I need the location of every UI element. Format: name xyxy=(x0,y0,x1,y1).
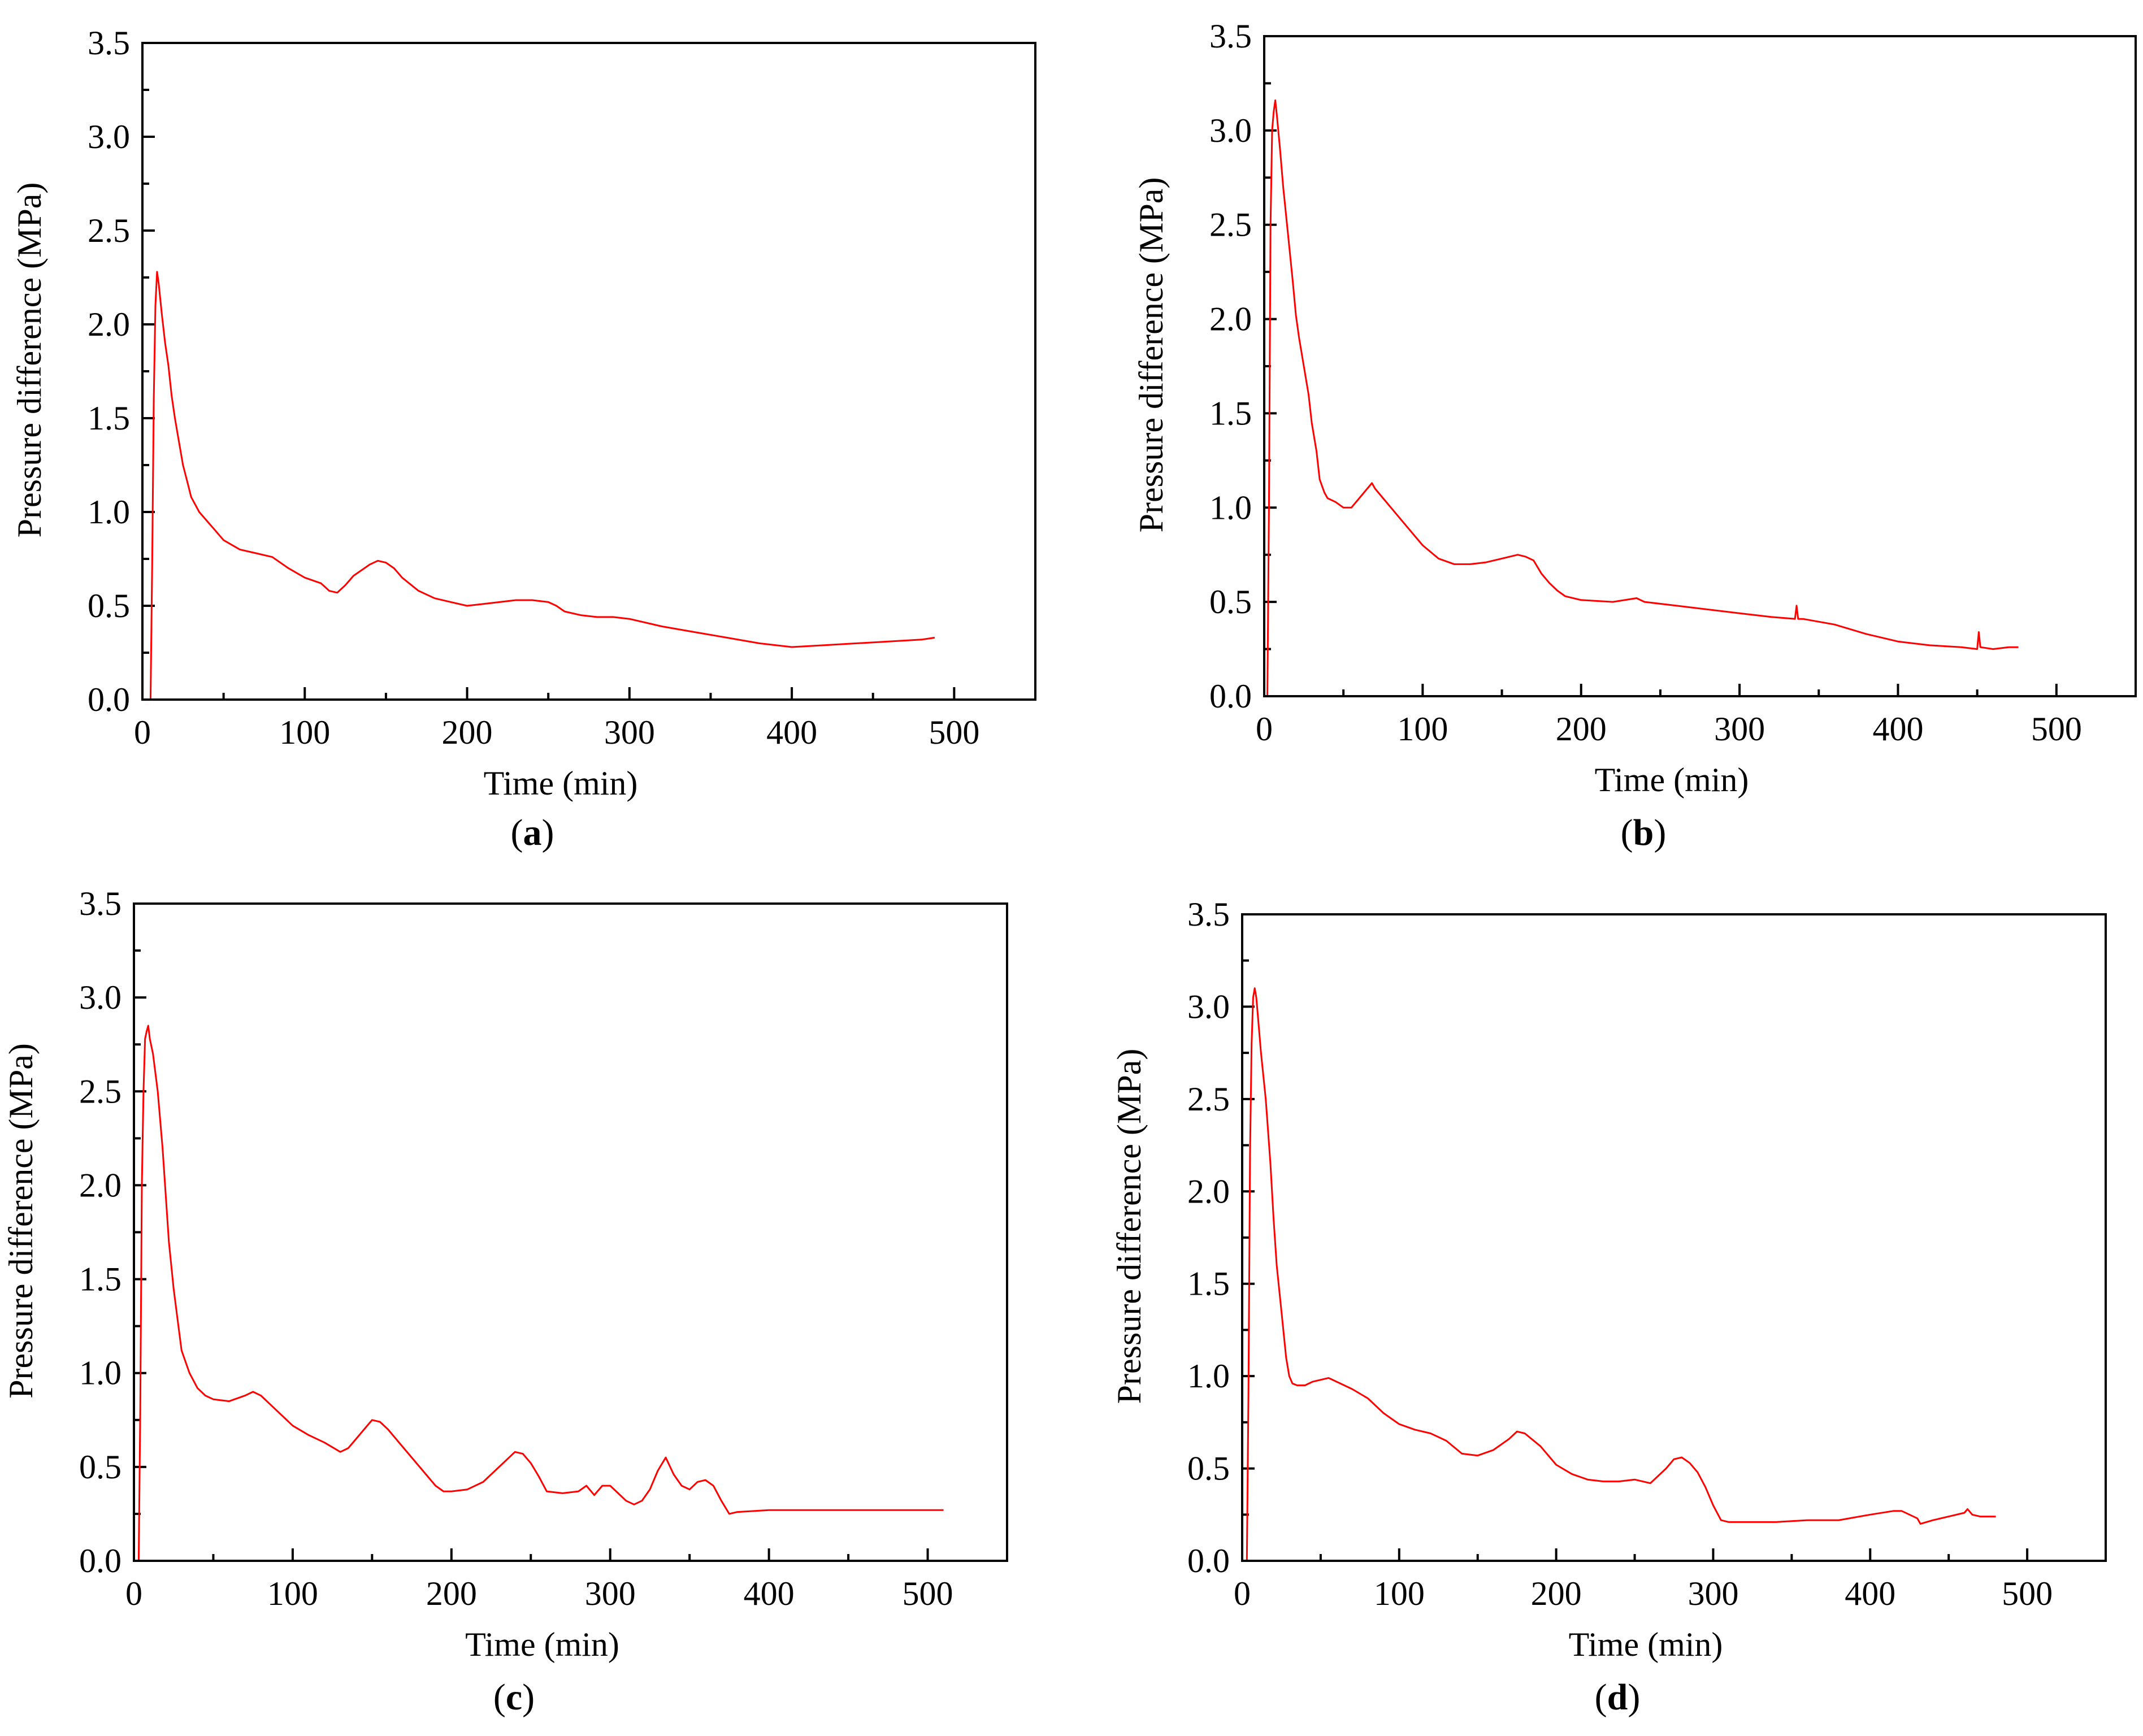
x-tick-label: 100 xyxy=(1374,1575,1425,1612)
y-axis-title-c: Pressure difference (MPa) xyxy=(2,1043,40,1399)
x-tick-label: 100 xyxy=(1397,710,1448,748)
y-tick-label: 3.0 xyxy=(1187,988,1230,1025)
y-tick-label: 1.0 xyxy=(88,493,130,531)
chart-panel-a: 0.0 0.5 1.0 1.5 2.0 2.5 3.0 3.5 0 100 200 300 400 50… xyxy=(11,24,1036,853)
y-tick-label: 0.0 xyxy=(88,681,130,718)
y-tick-label: 0.0 xyxy=(1209,678,1252,715)
x-axis-title-b: Time (min) xyxy=(1595,761,1749,798)
x-tick-labels-c: 0 100 200 300 400 500 xyxy=(125,1575,953,1612)
plot-frame-d xyxy=(1241,913,2107,1562)
y-tick-labels-b: 0.0 0.5 1.0 1.5 2.0 2.5 3.0 3.5 xyxy=(1209,18,1252,715)
y-tick-label: 1.0 xyxy=(1209,489,1252,526)
y-tick-label: 2.5 xyxy=(1187,1080,1230,1118)
y-tick-label: 2.5 xyxy=(79,1073,122,1110)
y-tick-label: 3.5 xyxy=(1187,896,1230,933)
y-tick-label: 1.5 xyxy=(79,1261,122,1298)
y-tick-label: 2.0 xyxy=(1187,1173,1230,1210)
x-axis-title-c: Time (min) xyxy=(465,1626,619,1663)
x-tick-label: 500 xyxy=(929,714,979,751)
x-tick-label: 300 xyxy=(1687,1575,1738,1612)
y-tick-label: 1.5 xyxy=(1209,394,1252,432)
y-tick-label: 1.5 xyxy=(1187,1265,1230,1303)
x-tick-label: 200 xyxy=(1556,710,1607,748)
y-tick-label: 2.0 xyxy=(79,1166,122,1204)
y-tick-label: 0.5 xyxy=(88,587,130,624)
x-tick-label: 100 xyxy=(279,714,330,751)
x-tick-label: 400 xyxy=(766,714,817,751)
panel-letter-a: a xyxy=(523,812,542,853)
y-tick-label: 2.5 xyxy=(88,212,130,249)
y-tick-label: 2.5 xyxy=(1209,206,1252,244)
y-tick-label: 3.5 xyxy=(79,885,122,922)
y-tick-label: 1.0 xyxy=(1187,1357,1230,1395)
y-tick-label: 3.5 xyxy=(88,24,130,62)
x-tick-label: 500 xyxy=(2002,1575,2053,1612)
panel-letter-c: c xyxy=(506,1677,522,1718)
x-tick-labels-d: 0 100 200 300 400 500 xyxy=(1234,1575,2053,1612)
x-tick-label: 500 xyxy=(903,1575,953,1612)
y-tick-label: 0.5 xyxy=(79,1448,122,1486)
panel-caption-d: (d) xyxy=(1595,1677,1641,1718)
x-tick-label: 200 xyxy=(1531,1575,1582,1612)
y-tick-labels-a: 0.0 0.5 1.0 1.5 2.0 2.5 3.0 3.5 xyxy=(88,24,130,718)
x-tick-label: 0 xyxy=(1234,1575,1251,1612)
y-tick-labels-c: 0.0 0.5 1.0 1.5 2.0 2.5 3.0 3.5 xyxy=(79,885,122,1579)
x-axis-title-a: Time (min) xyxy=(484,765,638,802)
y-tick-label: 0.0 xyxy=(79,1542,122,1579)
y-axis-title-b: Pressure difference (MPa) xyxy=(1133,177,1170,533)
x-ticks-d xyxy=(1241,1548,2029,1561)
panel-letter-b: b xyxy=(1633,812,1654,853)
y-tick-label: 3.0 xyxy=(88,118,130,155)
x-tick-label: 300 xyxy=(1714,710,1765,748)
x-ticks-b xyxy=(1263,684,2058,696)
series-line-c xyxy=(137,1025,944,1561)
y-tick-label: 3.0 xyxy=(79,979,122,1016)
x-tick-label: 400 xyxy=(1845,1575,1895,1612)
series-line-b xyxy=(1266,99,2019,697)
y-tick-label: 3.5 xyxy=(1209,18,1252,55)
plot-frame-b xyxy=(1263,35,2137,697)
plot-frame-a xyxy=(141,42,1036,701)
panel-caption-c: (c) xyxy=(493,1677,535,1718)
panel-letter-d: d xyxy=(1607,1677,1628,1718)
x-tick-label: 0 xyxy=(134,714,151,751)
x-tick-label: 200 xyxy=(442,714,493,751)
x-tick-labels-a: 0 100 200 300 400 500 xyxy=(134,714,979,751)
y-tick-label: 2.0 xyxy=(88,306,130,343)
y-tick-label: 2.0 xyxy=(1209,301,1252,338)
chart-panel-d: 0.0 0.5 1.0 1.5 2.0 2.5 3.0 3.5 0 100 200 300 400 50… xyxy=(1110,896,2107,1718)
panel-caption-b: (b) xyxy=(1621,812,1667,853)
series-line-a xyxy=(149,271,935,700)
y-tick-label: 1.5 xyxy=(88,400,130,437)
x-axis-title-d: Time (min) xyxy=(1569,1626,1723,1663)
chart-panel-c: 0.0 0.5 1.0 1.5 2.0 2.5 3.0 3.5 0 100 200 300 400 50… xyxy=(2,885,1008,1718)
x-tick-labels-b: 0 100 200 300 400 500 xyxy=(1256,710,2082,748)
panel-caption-a: (a) xyxy=(511,812,554,853)
chart-panel-b: 0.0 0.5 1.0 1.5 2.0 2.5 3.0 3.5 0 100 200 300 400 50… xyxy=(1133,18,2137,853)
series-line-d xyxy=(1246,987,1996,1561)
y-ticks-a xyxy=(142,42,155,701)
y-tick-label: 0.5 xyxy=(1209,583,1252,620)
x-tick-label: 0 xyxy=(125,1575,142,1612)
x-ticks-c xyxy=(133,1548,929,1561)
y-axis-title-d: Pressure difference (MPa) xyxy=(1110,1049,1148,1404)
x-ticks-a xyxy=(141,687,956,700)
x-tick-label: 0 xyxy=(1256,710,1273,748)
x-tick-label: 400 xyxy=(744,1575,795,1612)
x-tick-label: 300 xyxy=(585,1575,636,1612)
y-tick-labels-d: 0.0 0.5 1.0 1.5 2.0 2.5 3.0 3.5 xyxy=(1187,896,1230,1579)
x-tick-label: 100 xyxy=(267,1575,318,1612)
y-tick-label: 0.5 xyxy=(1187,1450,1230,1487)
x-tick-label: 500 xyxy=(2031,710,2082,748)
y-axis-title-a: Pressure difference (MPa) xyxy=(11,183,48,538)
x-tick-label: 200 xyxy=(426,1575,477,1612)
y-tick-label: 1.0 xyxy=(79,1355,122,1392)
y-tick-label: 3.0 xyxy=(1209,112,1252,149)
plot-frame-c xyxy=(133,902,1008,1562)
x-tick-label: 400 xyxy=(1872,710,1923,748)
y-tick-label: 0.0 xyxy=(1187,1542,1230,1579)
x-tick-label: 300 xyxy=(604,714,655,751)
